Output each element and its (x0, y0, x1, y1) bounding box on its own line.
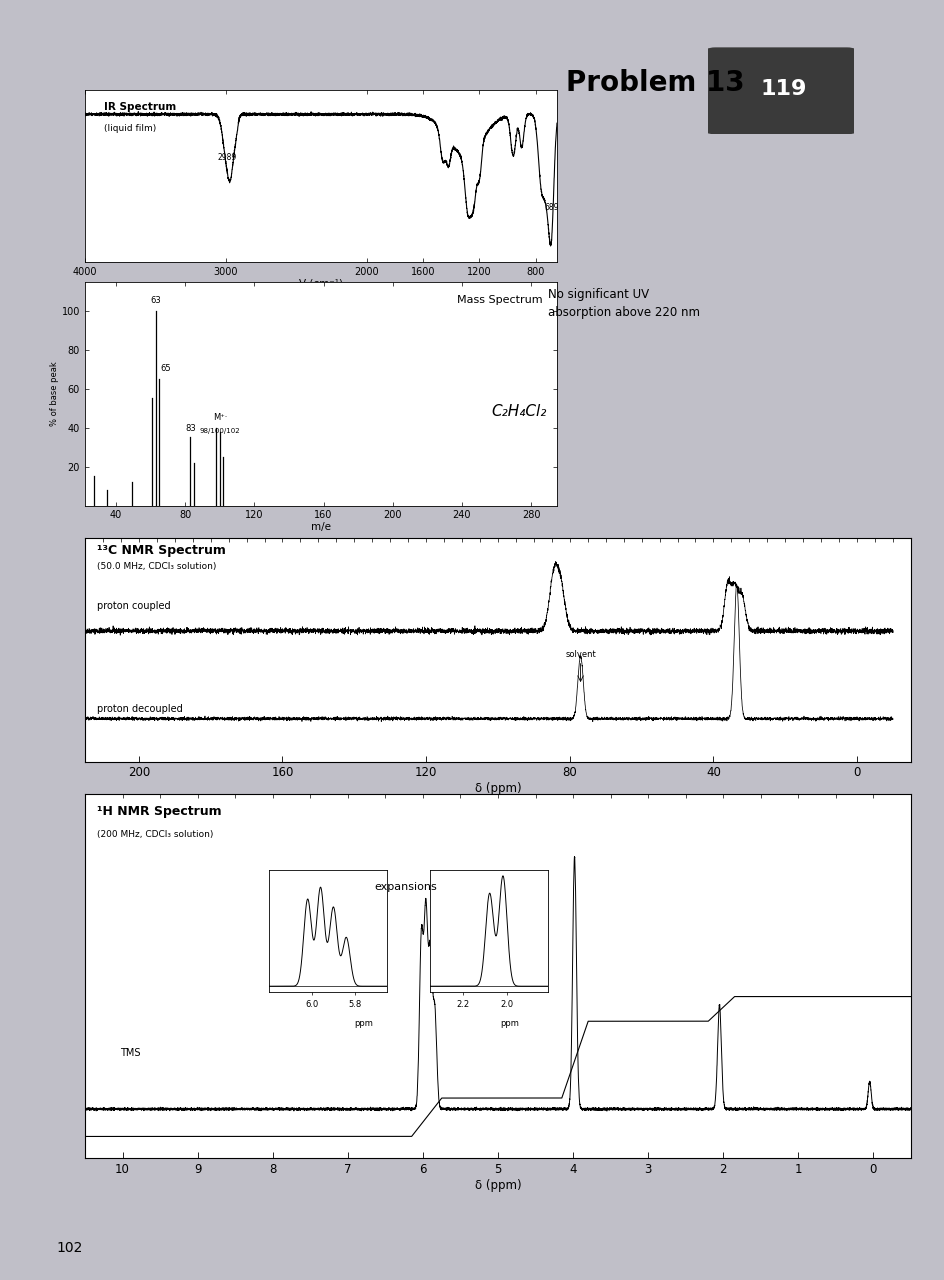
Y-axis label: % of base peak: % of base peak (50, 361, 59, 426)
X-axis label: m/e: m/e (311, 522, 331, 532)
Text: 83: 83 (185, 424, 195, 433)
Text: 2989: 2989 (218, 154, 237, 163)
Text: 119: 119 (761, 79, 807, 99)
Text: M⁺·: M⁺· (212, 413, 227, 422)
Text: 98/100/102: 98/100/102 (199, 428, 240, 434)
FancyBboxPatch shape (703, 47, 859, 134)
Text: ppm: ppm (354, 1019, 373, 1028)
Text: (50.0 MHz, CDCl₃ solution): (50.0 MHz, CDCl₃ solution) (97, 562, 217, 571)
Text: proton coupled: proton coupled (97, 602, 171, 612)
X-axis label: V (cm⁻¹): V (cm⁻¹) (299, 279, 343, 289)
Text: C₂H₄Cl₂: C₂H₄Cl₂ (491, 404, 547, 419)
Text: proton decoupled: proton decoupled (97, 704, 183, 714)
Text: ppm: ppm (500, 1019, 519, 1028)
Text: expansions: expansions (375, 882, 437, 892)
Text: ¹H NMR Spectrum: ¹H NMR Spectrum (97, 805, 222, 818)
Text: IR Spectrum: IR Spectrum (104, 102, 177, 113)
Text: 102: 102 (57, 1240, 83, 1254)
Text: 63: 63 (150, 296, 161, 305)
X-axis label: δ (ppm): δ (ppm) (475, 1179, 521, 1192)
Text: solvent: solvent (565, 650, 596, 659)
Text: 65: 65 (160, 364, 171, 374)
Text: 689: 689 (544, 202, 559, 211)
Text: No significant UV
absorption above 220 nm: No significant UV absorption above 220 n… (548, 288, 700, 319)
X-axis label: δ (ppm): δ (ppm) (475, 782, 521, 795)
Text: (200 MHz, CDCl₃ solution): (200 MHz, CDCl₃ solution) (97, 831, 213, 840)
Text: ¹³C NMR Spectrum: ¹³C NMR Spectrum (97, 544, 227, 557)
Text: Problem 13: Problem 13 (566, 69, 745, 97)
Text: (liquid film): (liquid film) (104, 124, 156, 133)
Text: Mass Spectrum: Mass Spectrum (457, 294, 543, 305)
Text: TMS: TMS (120, 1048, 141, 1059)
